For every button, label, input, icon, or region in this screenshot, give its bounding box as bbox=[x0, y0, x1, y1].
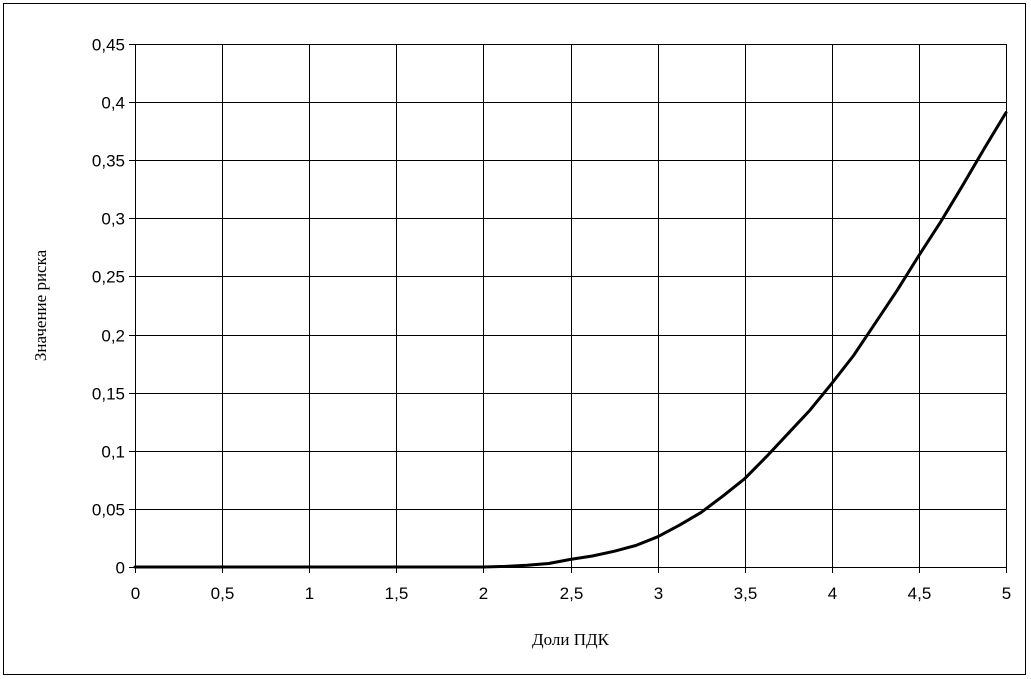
x-tick-label: 1 bbox=[305, 584, 314, 603]
y-tick-label: 0,1 bbox=[101, 443, 125, 462]
y-tick-label: 0,4 bbox=[101, 94, 125, 113]
y-tick-label: 0,25 bbox=[92, 268, 125, 287]
x-tick-label: 3,5 bbox=[734, 584, 758, 603]
x-tick-label: 4,5 bbox=[908, 584, 932, 603]
y-tick-label: 0 bbox=[116, 559, 125, 578]
x-tick-label: 1,5 bbox=[385, 584, 409, 603]
y-tick-label: 0,05 bbox=[92, 501, 125, 520]
series-line bbox=[133, 111, 1008, 569]
y-tick-label: 0,35 bbox=[92, 152, 125, 171]
x-tick-label: 5 bbox=[1002, 584, 1011, 603]
y-tick-label: 0,3 bbox=[101, 210, 125, 229]
x-tick-label: 2 bbox=[479, 584, 488, 603]
x-tick-label: 3 bbox=[654, 584, 663, 603]
y-axis-title: Значение риска bbox=[31, 249, 50, 361]
x-tick-label: 4 bbox=[828, 584, 837, 603]
y-tick-label: 0,45 bbox=[92, 36, 125, 55]
x-tick-label: 0 bbox=[131, 584, 140, 603]
x-axis-title: Доли ПДК bbox=[532, 630, 610, 649]
y-tick-label: 0,15 bbox=[92, 385, 125, 404]
y-tick-label: 0,2 bbox=[101, 327, 125, 346]
x-tick-label: 0,5 bbox=[211, 584, 235, 603]
chart-frame bbox=[3, 3, 1026, 675]
x-tick-label: 2,5 bbox=[560, 584, 584, 603]
